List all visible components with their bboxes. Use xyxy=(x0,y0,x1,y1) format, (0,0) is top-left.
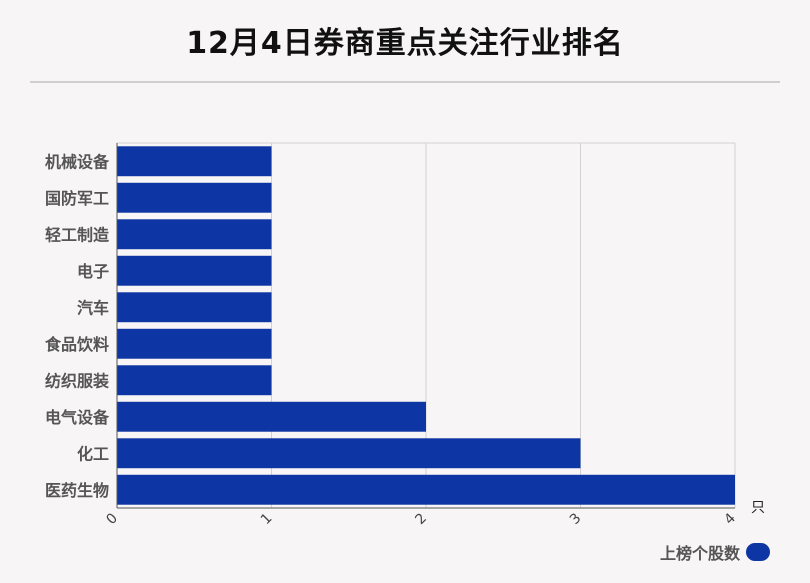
legend: 上榜个股数 xyxy=(660,540,770,564)
bar xyxy=(117,401,426,432)
x-unit-label: 只 xyxy=(751,500,765,516)
bar xyxy=(117,146,272,177)
category-label: 医药生物 xyxy=(45,481,109,500)
legend-label: 上榜个股数 xyxy=(659,544,740,563)
bar xyxy=(117,328,272,359)
x-tick-label: 0 xyxy=(103,510,121,528)
category-label: 电子 xyxy=(77,262,109,281)
bar xyxy=(117,365,272,396)
x-tick-label: 1 xyxy=(258,510,276,528)
bar xyxy=(117,255,272,286)
category-label: 机械设备 xyxy=(45,152,110,171)
category-label: 食品饮料 xyxy=(44,335,109,354)
category-label: 化工 xyxy=(77,444,109,463)
bar xyxy=(117,292,272,323)
x-tick-label: 2 xyxy=(412,510,430,528)
category-label: 电气设备 xyxy=(45,408,110,427)
category-label: 纺织服装 xyxy=(45,371,109,390)
x-tick-label: 3 xyxy=(567,510,585,528)
title-divider xyxy=(30,81,780,83)
bar xyxy=(117,438,581,469)
chart-title: 12月4日券商重点关注行业排名 xyxy=(186,26,624,61)
x-tick-label: 4 xyxy=(721,510,739,528)
bar xyxy=(117,474,735,505)
category-label: 国防军工 xyxy=(45,189,109,208)
category-label: 轻工制造 xyxy=(45,225,110,244)
bar xyxy=(117,219,272,250)
legend-swatch xyxy=(746,543,770,561)
bar xyxy=(117,182,272,213)
category-label: 汽车 xyxy=(77,298,109,317)
